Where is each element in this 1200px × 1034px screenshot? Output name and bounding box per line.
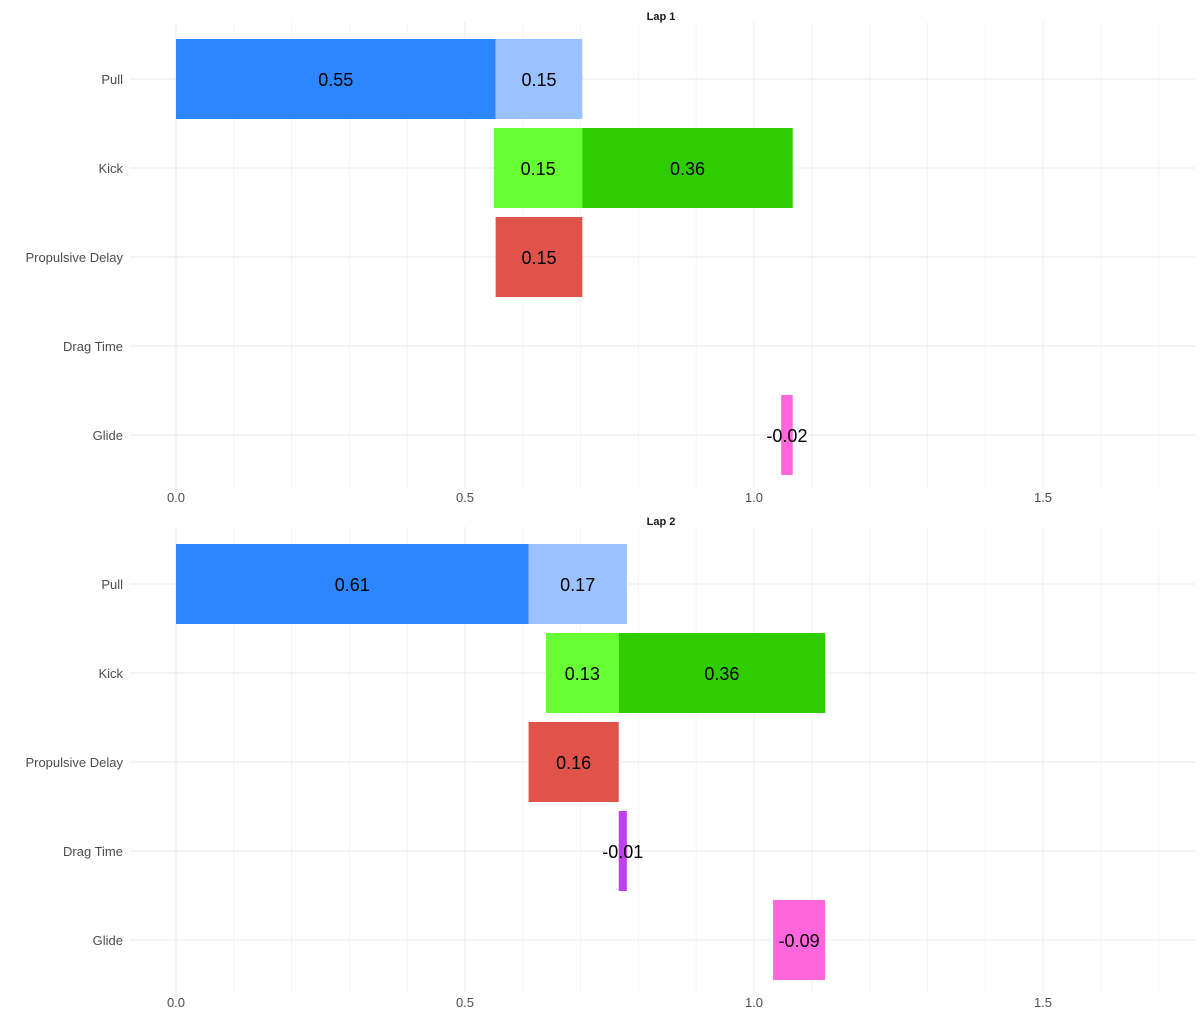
bar-segment [618,633,826,713]
category-label: Drag Time [63,844,123,859]
chart-lap-2: Lap 2 Pull Kick Propulsive Delay Drag Time Gl… [0,505,1200,1015]
bar-segment [781,395,793,475]
bar-segment [545,633,619,713]
bar-value-label: 0.16 [556,753,591,773]
category-label: Drag Time [63,339,123,354]
x-tick-label: 1.0 [745,490,763,505]
category-label: Kick [98,666,123,681]
bar-value-label: 0.15 [521,159,556,179]
bar-value-label: -0.02 [766,426,807,446]
bar-segment [176,544,529,624]
bar-segment [528,722,619,802]
category-label: Kick [98,161,123,176]
bar-segment [528,544,627,624]
x-tick-label: 0.5 [456,490,474,505]
bar-value-label: 0.55 [318,70,353,90]
category-label: Glide [93,933,123,948]
x-tick-label: 1.0 [745,995,763,1010]
bar-segment [495,39,583,119]
chart-title: Lap 2 [647,516,676,528]
category-label: Pull [101,577,123,592]
chart-lap-1: Lap 1 Pull Kick Propulsive Delay Drag Time Gl… [0,0,1200,510]
chart-lap-2-svg: Lap 2 Pull Kick Propulsive Delay Drag Time Gl… [25,516,1195,1010]
chart-lap-1-svg: Lap 1 Pull Kick Propulsive Delay Drag Time Gl… [25,11,1195,505]
bar-value-label: -0.09 [779,931,820,951]
x-tick-label: 0.0 [167,490,185,505]
bar-segment [176,39,496,119]
bar-segment [618,811,627,891]
bar-value-label: 0.36 [704,664,739,684]
x-tick-label: 1.5 [1034,490,1052,505]
chart-title: Lap 1 [647,11,676,23]
bar-segment [582,128,793,208]
x-tick-label: 1.5 [1034,995,1052,1010]
category-label: Propulsive Delay [25,250,123,265]
category-label: Glide [93,428,123,443]
x-tick-label: 0.5 [456,995,474,1010]
bar-segment [773,900,826,980]
bar-value-label: 0.15 [521,248,556,268]
category-label: Propulsive Delay [25,755,123,770]
bar-segment [495,217,583,297]
bar-value-label: 0.36 [670,159,705,179]
bar-value-label: 0.13 [565,664,600,684]
x-tick-label: 0.0 [167,995,185,1010]
bar-segment [493,128,583,208]
bar-value-label: 0.15 [521,70,556,90]
bar-value-label: 0.17 [560,575,595,595]
bar-value-label: -0.01 [602,842,643,862]
category-label: Pull [101,72,123,87]
bar-value-label: 0.61 [335,575,370,595]
